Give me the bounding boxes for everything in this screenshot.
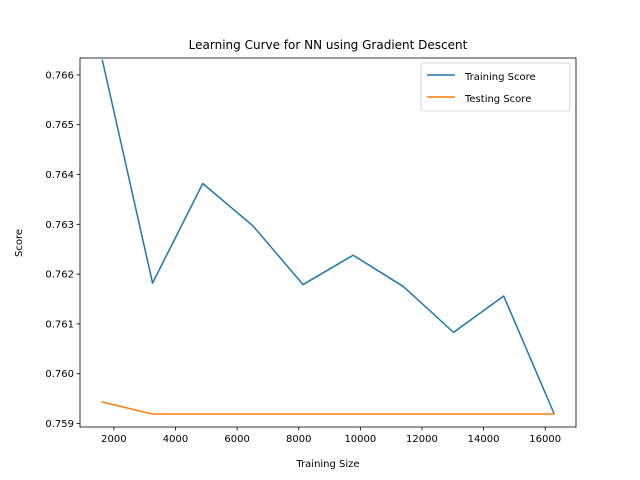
y-tick-label: 0.762 xyxy=(45,270,74,281)
y-tick-label: 0.761 xyxy=(45,319,74,330)
x-tick-label: 6000 xyxy=(224,434,249,445)
testing-score-line xyxy=(101,401,555,415)
legend-entry-testing: Testing Score xyxy=(464,94,531,105)
y-tick-label: 0.766 xyxy=(45,70,74,81)
chart-title: Learning Curve for NN using Gradient Des… xyxy=(189,38,468,52)
series-layer xyxy=(101,59,555,415)
training-score-line xyxy=(101,59,555,415)
y-tick-label: 0.764 xyxy=(45,170,74,181)
legend: Training Score Testing Score xyxy=(420,62,571,112)
x-tick-label: 12000 xyxy=(406,434,438,445)
plot-frame xyxy=(79,57,577,428)
x-axis: 2000 4000 6000 8000 10000 12000 14000 16000 xyxy=(101,427,561,445)
legend-entry-training: Training Score xyxy=(464,72,536,83)
y-tick-label: 0.765 xyxy=(45,120,74,131)
x-tick-label: 4000 xyxy=(163,434,188,445)
y-tick-label: 0.759 xyxy=(45,419,74,430)
x-tick-label: 14000 xyxy=(468,434,500,445)
y-tick-label: 0.760 xyxy=(45,369,74,380)
x-tick-label: 10000 xyxy=(344,434,376,445)
y-tick-label: 0.763 xyxy=(45,220,74,231)
x-tick-label: 16000 xyxy=(529,434,561,445)
x-tick-label: 2000 xyxy=(101,434,126,445)
y-axis-label: Score xyxy=(14,229,25,257)
legend-box xyxy=(420,62,571,112)
x-axis-label: Training Size xyxy=(295,459,359,470)
y-axis: 0.759 0.760 0.761 0.762 0.763 0.764 0.765 0.766 xyxy=(45,70,80,430)
x-tick-label: 8000 xyxy=(286,434,311,445)
